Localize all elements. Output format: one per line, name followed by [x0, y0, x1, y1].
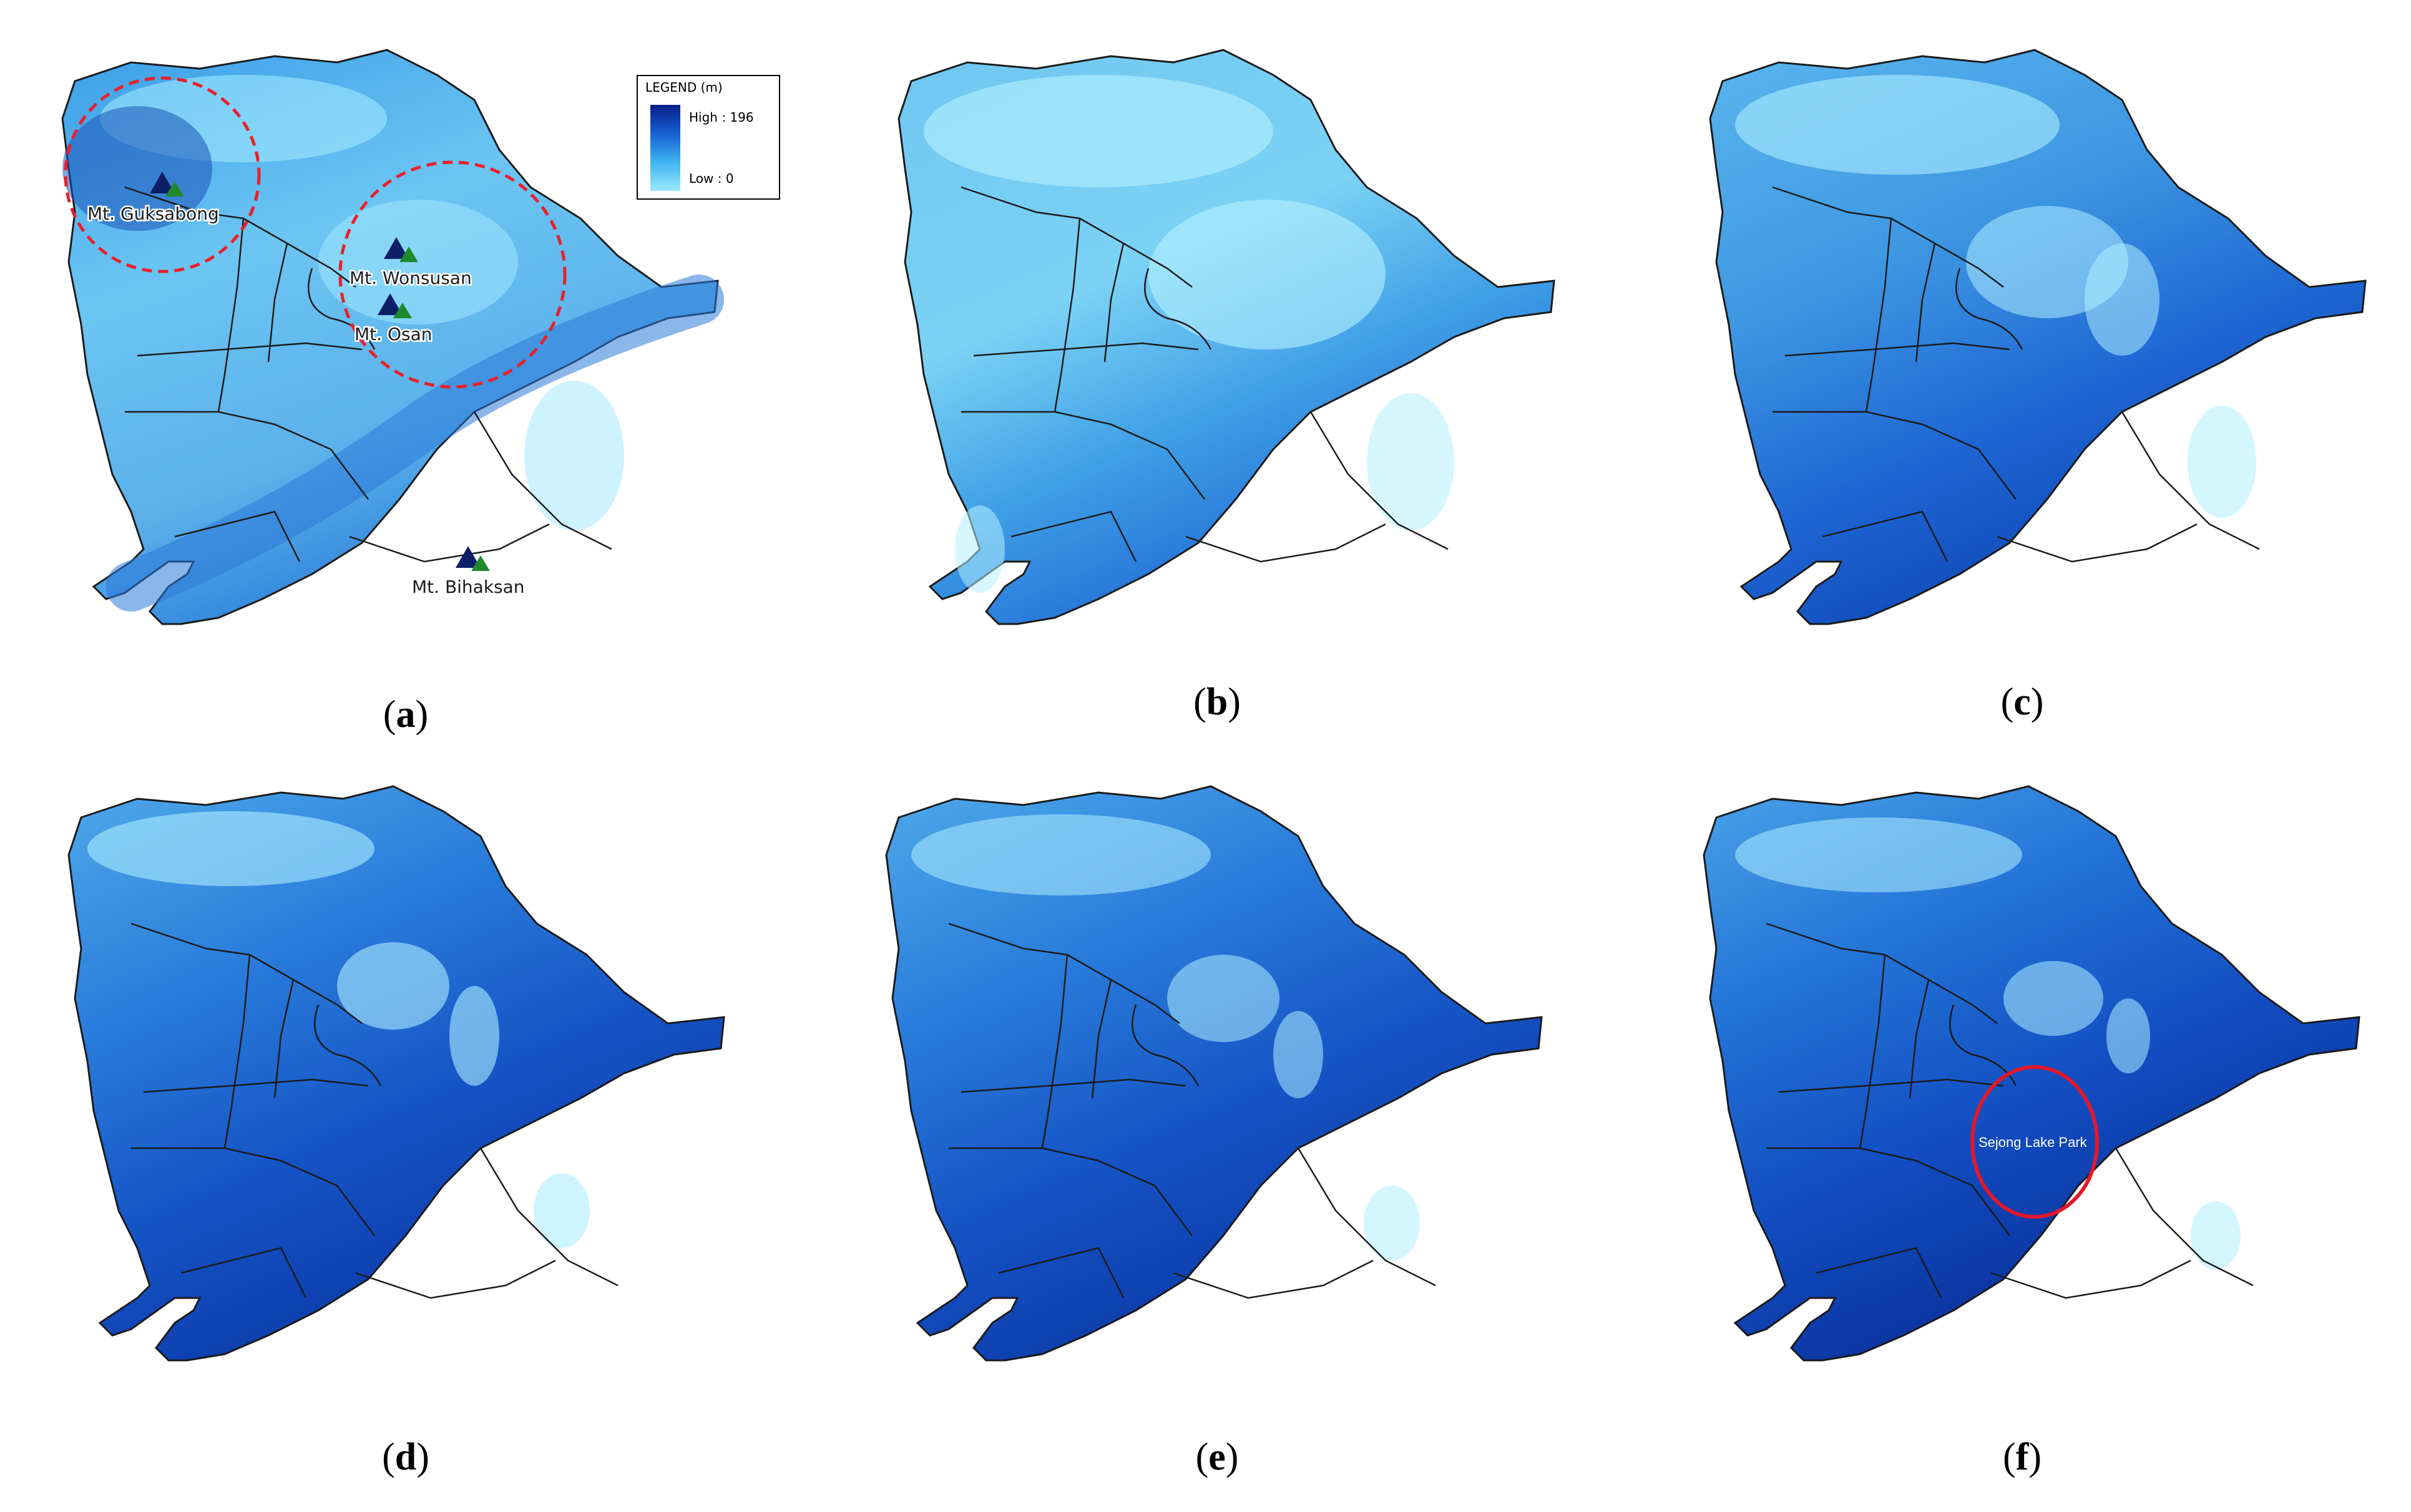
district-lines [124, 186, 612, 563]
triangle-icon [456, 546, 481, 568]
city-boundary [1703, 785, 2360, 1362]
district-lines [948, 922, 1436, 1299]
mountain-marker-guksabong: Mt. Guksabong [86, 172, 220, 226]
valley-northwest [62, 106, 212, 231]
caption-d: (d) [382, 1436, 429, 1478]
map-c [1709, 49, 2367, 625]
panel-b [874, 25, 1560, 680]
caption-c: (c) [2000, 681, 2044, 723]
triangle-icon [393, 303, 412, 318]
map-d [67, 785, 725, 1362]
city-boundary [61, 49, 719, 625]
mountain-marker-bihaksan: Mt. Bihaksan [411, 546, 526, 599]
district-lines [961, 186, 1449, 563]
panel-d [44, 761, 730, 1417]
label-bihaksan: Mt. Bihaksan [412, 577, 525, 597]
highlight-circle-wonsusan [338, 160, 567, 389]
triangle-icon [165, 181, 184, 197]
district-lines [1766, 922, 2254, 1299]
caption-b: (b) [1193, 681, 1241, 723]
city-boundary [1709, 49, 2367, 625]
mountain-marker-osan: Mt. Osan [353, 293, 434, 346]
caption-a: (a) [383, 693, 429, 736]
panel-f: Sejong Lake Park [1679, 761, 2365, 1417]
panel-a: Mt. Guksabong Mt. Wonsusan Mt. Osan Mt. … [37, 25, 780, 680]
upland-bihaksan [524, 381, 624, 530]
district-lines [130, 922, 619, 1299]
legend: LEGEND (m) High : 196 Low : 0 [637, 75, 780, 200]
map-b [897, 49, 1555, 625]
legend-color-ramp [650, 105, 680, 191]
caption-e: (e) [1195, 1436, 1239, 1478]
map-e [885, 785, 1543, 1362]
triangle-icon [384, 237, 409, 259]
city-boundary [885, 785, 1543, 1362]
triangle-icon [471, 555, 490, 571]
triangle-icon [378, 293, 403, 315]
triangle-icon [399, 246, 418, 262]
label-wonsusan: Mt. Wonsusan [350, 268, 472, 288]
mountain-marker-wonsusan: Mt. Wonsusan [348, 237, 473, 290]
map-f: Sejong Lake Park [1703, 785, 2360, 1362]
city-boundary [67, 785, 725, 1362]
label-guksabong: Mt. Guksabong [87, 203, 219, 224]
district-lines [1772, 186, 2260, 563]
panel-c [1685, 25, 2372, 680]
highlight-circle-sejong-lake-park [1970, 1065, 2099, 1219]
legend-high: High : 196 [689, 110, 754, 125]
legend-title: LEGEND (m) [645, 80, 723, 95]
label-osan: Mt. Osan [355, 324, 432, 344]
river [106, 275, 724, 612]
triangle-icon [150, 172, 175, 193]
legend-low: Low : 0 [689, 171, 734, 186]
highlight-circle-guksabong [64, 76, 261, 273]
map-a: Mt. Guksabong Mt. Wonsusan Mt. Osan Mt. … [61, 49, 724, 625]
panel-e [861, 761, 1548, 1417]
caption-f: (f) [2003, 1436, 2042, 1478]
label-sejong-lake-park: Sejong Lake Park [1978, 1134, 2088, 1150]
